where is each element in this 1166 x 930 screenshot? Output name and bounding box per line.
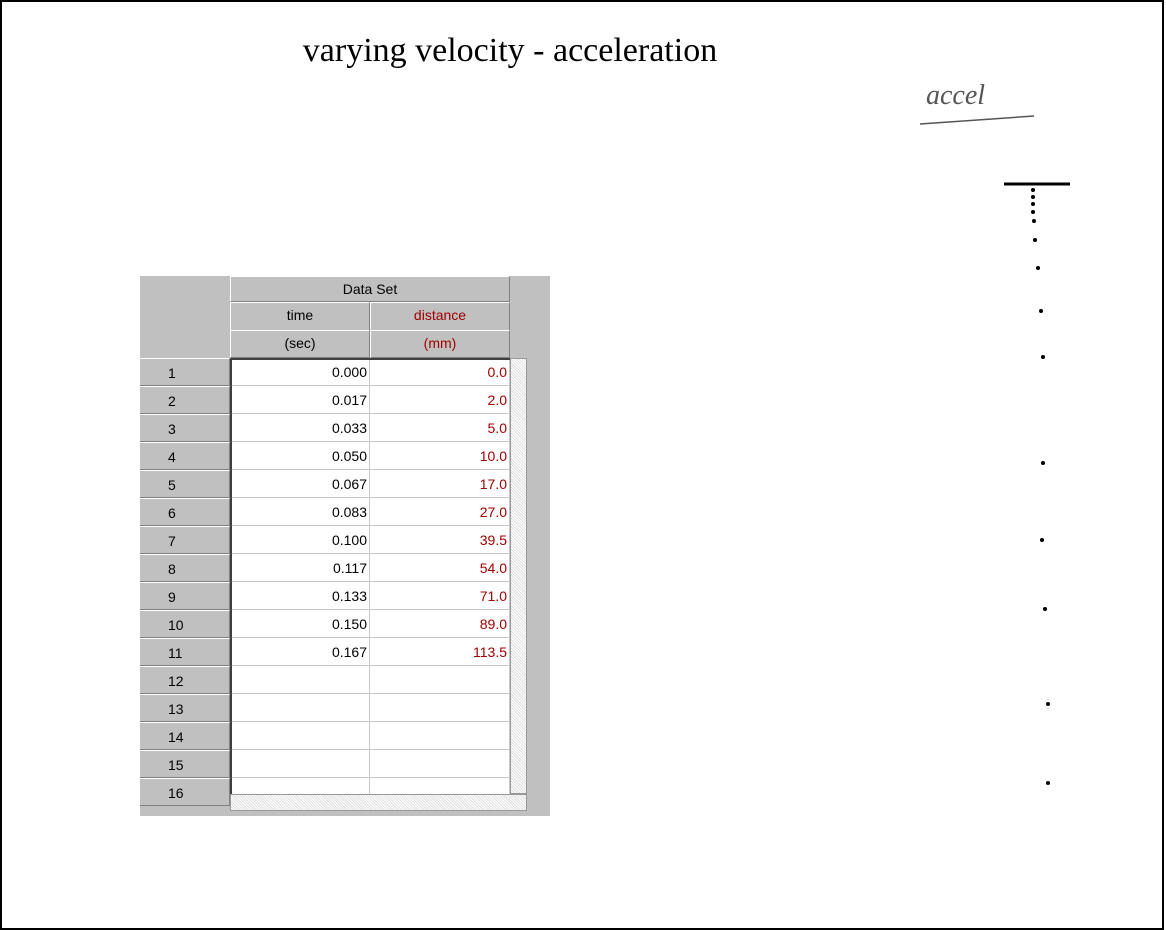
row-number: 5 bbox=[140, 470, 230, 498]
column-unit: (mm) bbox=[370, 330, 510, 358]
row-number: 8 bbox=[140, 554, 230, 582]
table-cell: 0.117 bbox=[232, 554, 370, 582]
row-number: 6 bbox=[140, 498, 230, 526]
row-number: 1 bbox=[140, 358, 230, 386]
table-cell: 39.5 bbox=[370, 526, 510, 554]
table-cell: 5.0 bbox=[370, 414, 510, 442]
column-unit: (sec) bbox=[230, 330, 370, 358]
data-area: 0.000 0.0 0.017 2.0 0.033 5.0 0.050 10.0 0.067 17… bbox=[230, 358, 510, 794]
slide-title: varying velocity - acceleration bbox=[302, 32, 718, 69]
row-number: 14 bbox=[140, 722, 230, 750]
table-cell: 0.167 bbox=[232, 638, 370, 666]
table-cell bbox=[232, 722, 370, 750]
row-number: 11 bbox=[140, 638, 230, 666]
row-number: 15 bbox=[140, 750, 230, 778]
table-cell: 0.0 bbox=[370, 360, 510, 386]
underline bbox=[919, 115, 1035, 125]
column-header: time bbox=[230, 302, 370, 330]
table-cell: 0.133 bbox=[232, 582, 370, 610]
row-number: 16 bbox=[140, 778, 230, 806]
table-cell bbox=[370, 694, 510, 722]
row-number: 10 bbox=[140, 610, 230, 638]
table-cell: 54.0 bbox=[370, 554, 510, 582]
table-cell: 27.0 bbox=[370, 498, 510, 526]
vertical-scrollbar[interactable] bbox=[510, 358, 527, 794]
column-header: distance bbox=[370, 302, 510, 330]
table-cell: 113.5 bbox=[370, 638, 510, 666]
row-number: 12 bbox=[140, 666, 230, 694]
table-cell bbox=[232, 750, 370, 778]
table-cell: 0.100 bbox=[232, 526, 370, 554]
table-cell bbox=[232, 778, 370, 794]
group-header: Data Set bbox=[230, 276, 510, 302]
table-cell bbox=[232, 666, 370, 694]
table-cell: 2.0 bbox=[370, 386, 510, 414]
table-cell: 71.0 bbox=[370, 582, 510, 610]
data-table: 0.000 0.0 0.017 2.0 0.033 5.0 0.050 10.0 0.067 17… bbox=[140, 276, 550, 816]
table-cell bbox=[370, 722, 510, 750]
row-number: 7 bbox=[140, 526, 230, 554]
dots bbox=[1031, 188, 1050, 785]
row-number: 2 bbox=[140, 386, 230, 414]
table-cell: 0.083 bbox=[232, 498, 370, 526]
row-number: 9 bbox=[140, 582, 230, 610]
horizontal-scrollbar[interactable] bbox=[230, 794, 527, 811]
row-number: 3 bbox=[140, 414, 230, 442]
table-cell: 0.033 bbox=[232, 414, 370, 442]
handwritten-note: accel bbox=[926, 80, 986, 111]
row-number: 13 bbox=[140, 694, 230, 722]
table-cell bbox=[370, 666, 510, 694]
table-cell bbox=[232, 694, 370, 722]
table-cell bbox=[370, 750, 510, 778]
table-cell: 0.000 bbox=[232, 360, 370, 386]
table-cell: 10.0 bbox=[370, 442, 510, 470]
table-cell: 89.0 bbox=[370, 610, 510, 638]
table-cell: 0.050 bbox=[232, 442, 370, 470]
row-number: 4 bbox=[140, 442, 230, 470]
table-cell bbox=[370, 778, 510, 794]
table-cell: 17.0 bbox=[370, 470, 510, 498]
table-cell: 0.067 bbox=[232, 470, 370, 498]
table-cell: 0.150 bbox=[232, 610, 370, 638]
table-cell: 0.017 bbox=[232, 386, 370, 414]
